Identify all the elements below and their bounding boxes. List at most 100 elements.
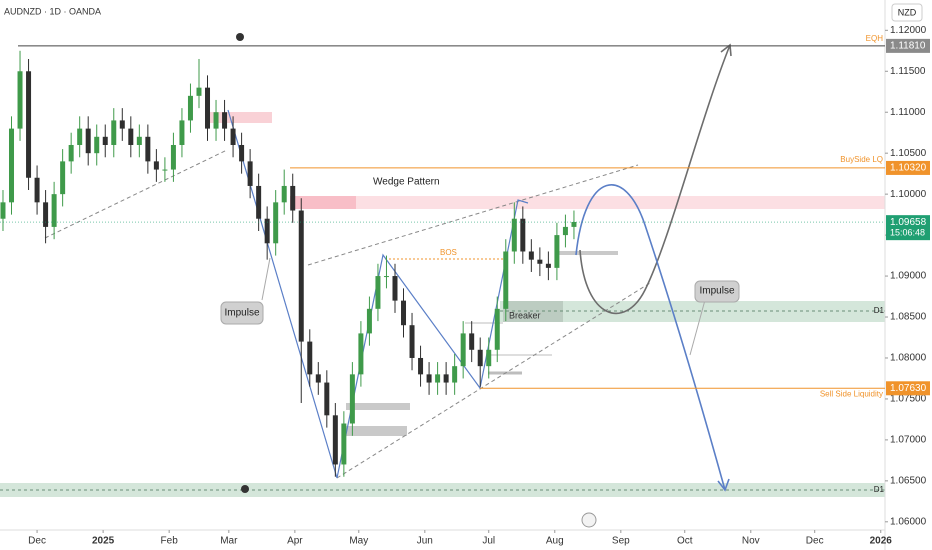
candle-body bbox=[452, 366, 458, 383]
candle-body bbox=[290, 185, 296, 211]
y-tick-label: 1.11500 bbox=[890, 66, 926, 77]
x-tick-label: Nov bbox=[742, 536, 760, 547]
wedge-line bbox=[336, 282, 651, 479]
candle-body bbox=[170, 144, 176, 170]
candle-body bbox=[145, 136, 151, 162]
impulse-box bbox=[694, 280, 740, 303]
impulse-label: Impulse bbox=[224, 308, 259, 319]
y-tick-label: 1.06500 bbox=[890, 475, 927, 486]
candle-body bbox=[409, 325, 415, 358]
candle-body bbox=[426, 374, 432, 383]
candle-body bbox=[273, 202, 279, 244]
candle-body bbox=[9, 128, 15, 203]
candle-body bbox=[85, 128, 91, 154]
currency-label[interactable]: NZD bbox=[898, 7, 917, 17]
candle-body bbox=[349, 374, 355, 424]
candle-body bbox=[332, 415, 338, 465]
candle-body bbox=[77, 128, 83, 145]
eye-icon[interactable] bbox=[241, 485, 249, 493]
eye-icon[interactable] bbox=[236, 33, 244, 41]
demand-zone bbox=[0, 483, 885, 497]
y-tick-label: 1.06000 bbox=[890, 516, 927, 527]
candle-body bbox=[17, 71, 23, 129]
candle-body bbox=[205, 87, 211, 129]
arrow-head bbox=[717, 478, 730, 492]
candle-body bbox=[281, 185, 287, 203]
candle-body bbox=[298, 210, 304, 342]
x-tick-label: 2026 bbox=[870, 536, 893, 547]
d1-label: D1 bbox=[874, 306, 885, 315]
price-badge bbox=[886, 38, 930, 53]
candle-body bbox=[213, 112, 219, 129]
candle-body bbox=[94, 136, 100, 154]
supply-zone bbox=[290, 196, 885, 209]
candle-body bbox=[358, 333, 364, 375]
y-tick-label: 1.11000 bbox=[890, 107, 926, 118]
candle-body bbox=[315, 374, 321, 383]
logo-icon[interactable] bbox=[581, 512, 597, 528]
x-tick-label: Feb bbox=[161, 536, 179, 547]
candle-body bbox=[128, 128, 134, 145]
candle-body bbox=[136, 136, 142, 145]
candle-body bbox=[247, 161, 253, 186]
candle-body bbox=[469, 333, 475, 350]
candle-body bbox=[562, 226, 568, 236]
candle-body bbox=[60, 161, 66, 195]
price-badge-label: 1.11810 bbox=[890, 41, 926, 52]
d1-label: D1 bbox=[874, 485, 885, 494]
candle-body bbox=[503, 251, 509, 309]
candle-body bbox=[528, 251, 534, 260]
wave-line bbox=[227, 109, 529, 479]
x-tick-label: Mar bbox=[220, 536, 238, 547]
breaker-label: Breaker bbox=[509, 310, 541, 320]
projection-down bbox=[575, 184, 726, 491]
candle-body bbox=[435, 374, 441, 383]
wedge-label: Wedge Pattern bbox=[373, 177, 440, 188]
trend-line bbox=[44, 149, 228, 239]
y-tick-label: 1.10000 bbox=[890, 189, 927, 200]
bos-label: BOS bbox=[440, 248, 457, 257]
candle-body bbox=[162, 169, 168, 171]
gray-box bbox=[346, 426, 407, 436]
impulse-label: Impulse bbox=[699, 286, 734, 297]
candle-body bbox=[366, 308, 372, 334]
x-tick-label: Aug bbox=[546, 536, 564, 547]
candle-body bbox=[537, 259, 543, 264]
candle-body bbox=[222, 112, 228, 129]
candle-body bbox=[34, 177, 40, 203]
projection-up bbox=[579, 44, 731, 315]
supply-zone bbox=[290, 196, 356, 209]
gray-box bbox=[346, 403, 410, 410]
candle-body bbox=[494, 308, 500, 350]
candle-body bbox=[43, 202, 49, 227]
candle-body bbox=[264, 218, 270, 244]
supply-zone bbox=[210, 112, 272, 123]
level-name: EQH bbox=[866, 34, 884, 43]
callout bbox=[689, 299, 706, 356]
candle-body bbox=[239, 144, 245, 162]
y-tick-label: 1.08000 bbox=[890, 353, 927, 364]
candle-body bbox=[545, 263, 551, 268]
candle-body bbox=[119, 120, 125, 129]
candle-body bbox=[179, 120, 185, 145]
y-tick-label: 1.12000 bbox=[890, 25, 927, 36]
arrow-head bbox=[720, 43, 732, 57]
candle-body bbox=[153, 161, 159, 170]
price-badge-label: 1.10320 bbox=[890, 163, 927, 174]
x-tick-label: May bbox=[349, 536, 368, 547]
candle-body bbox=[418, 357, 424, 375]
candle-body bbox=[520, 218, 526, 252]
x-tick-label: Dec bbox=[28, 536, 46, 547]
price-badge-label: 1.07630 bbox=[890, 383, 927, 394]
candle-body bbox=[26, 71, 32, 178]
candle-body bbox=[571, 221, 577, 227]
y-tick-label: 1.07000 bbox=[890, 435, 927, 446]
x-tick-label: Sep bbox=[612, 536, 630, 547]
price-badge-label: 1.09658 bbox=[890, 217, 927, 228]
level-name: Sell Side Liquidity bbox=[820, 389, 883, 398]
x-tick-label: Jul bbox=[482, 536, 495, 547]
currency-button[interactable] bbox=[891, 3, 923, 22]
candles bbox=[0, 50, 577, 477]
candle-body bbox=[68, 144, 74, 162]
candle-body bbox=[341, 423, 347, 465]
